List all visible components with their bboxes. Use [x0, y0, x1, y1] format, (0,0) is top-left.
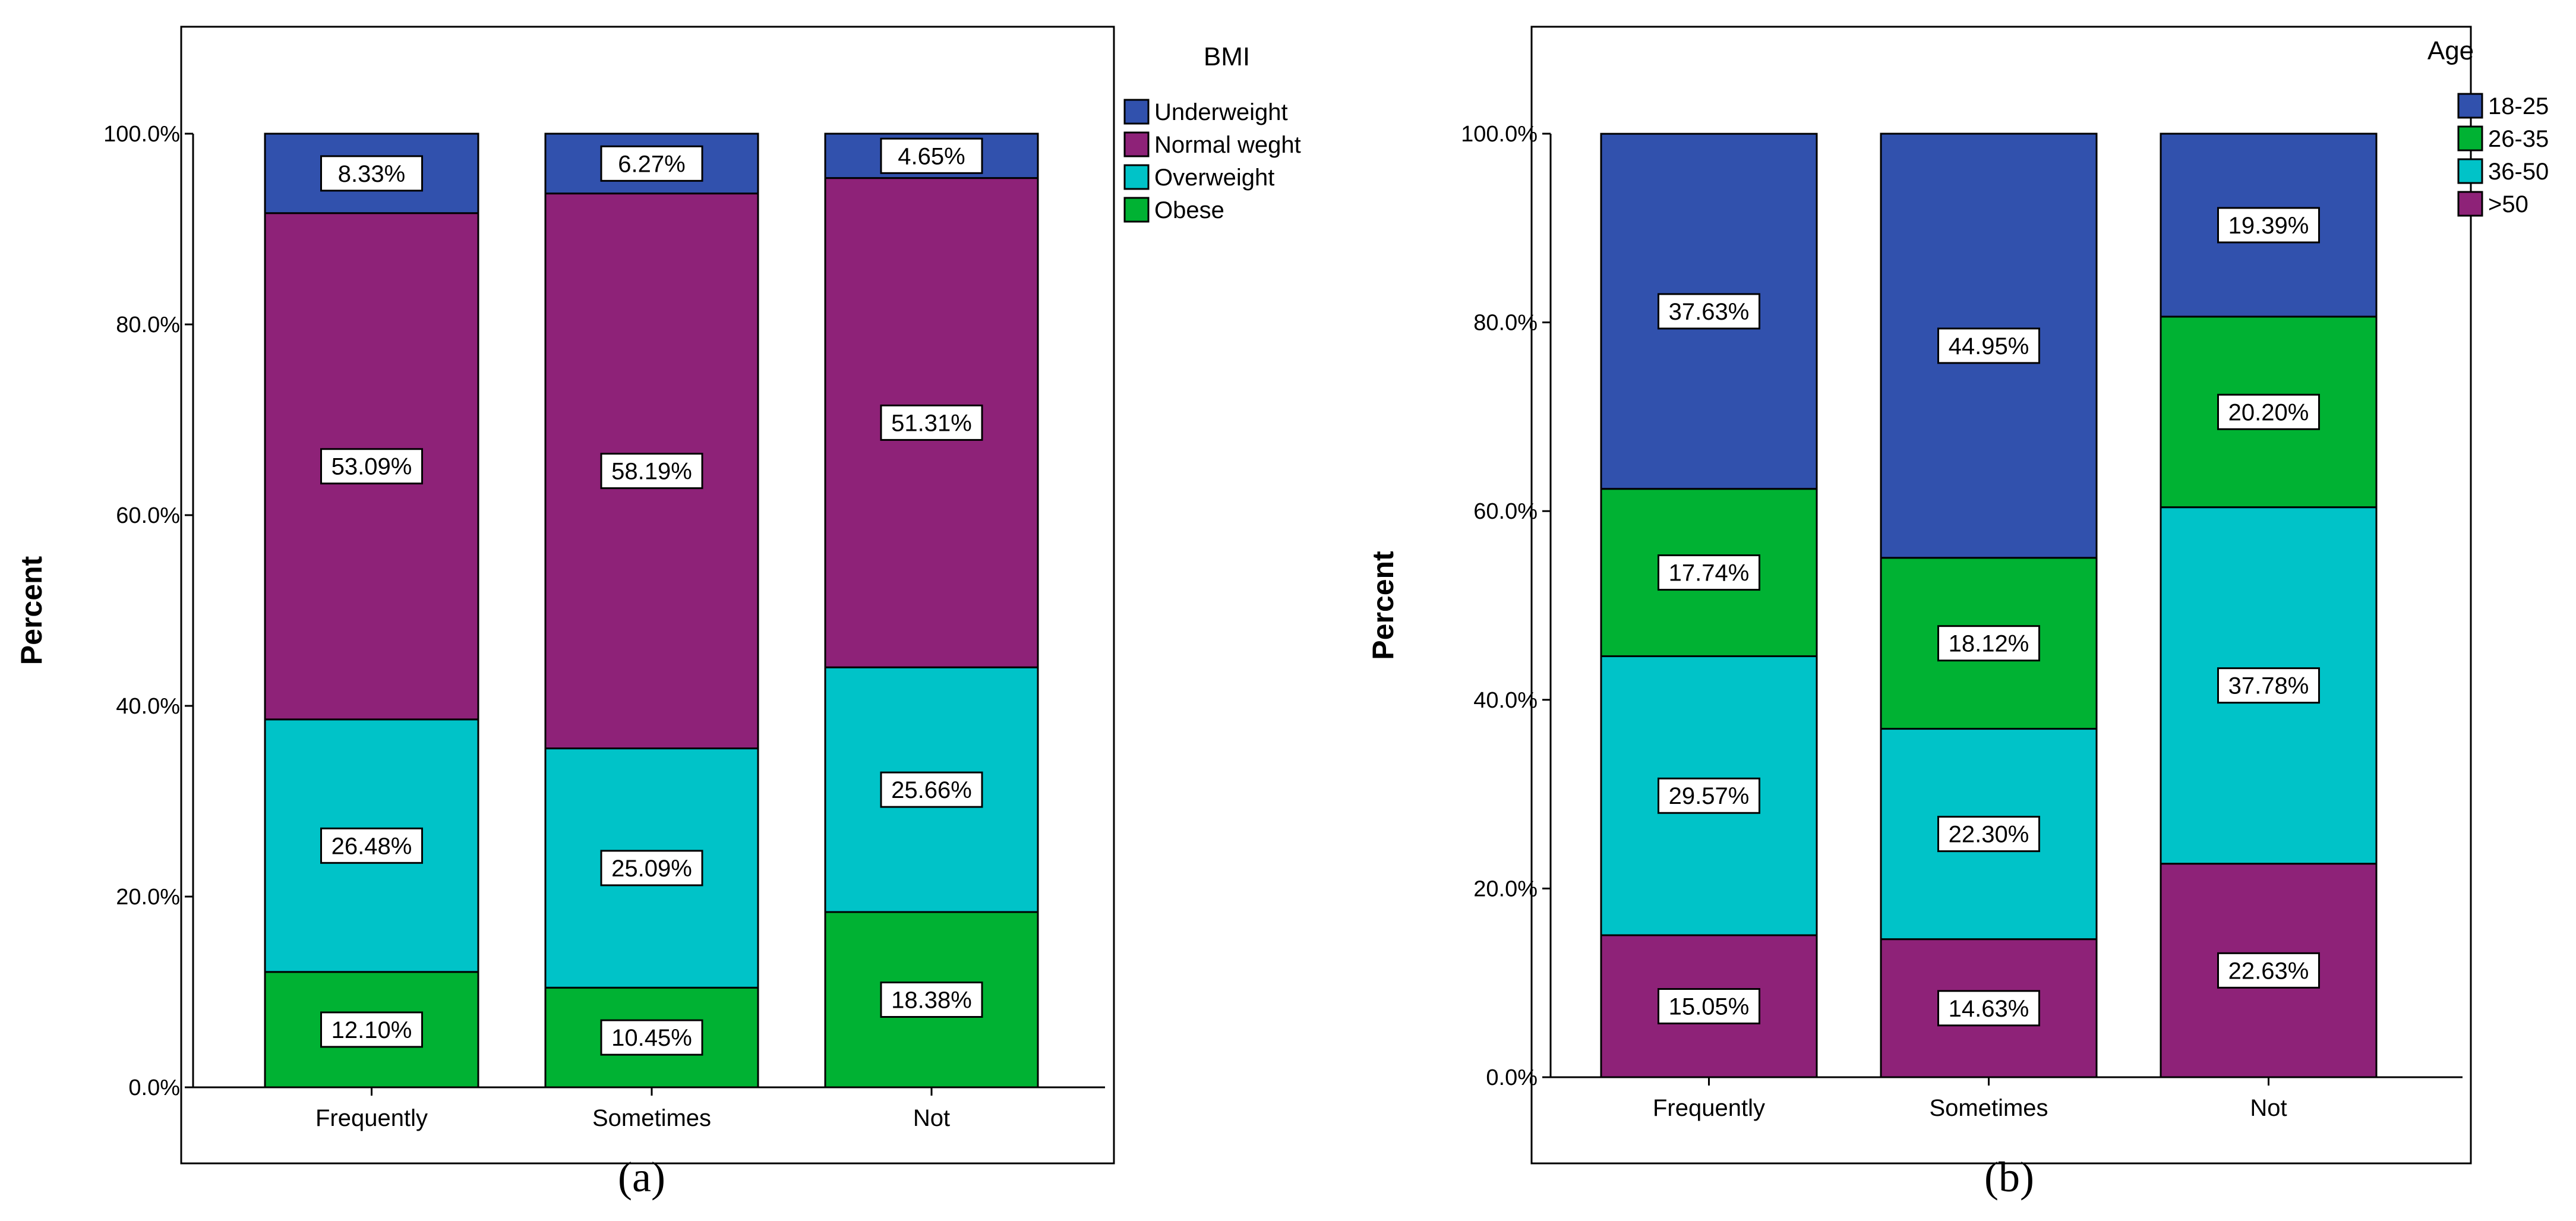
data-label: 25.09%: [611, 856, 692, 882]
legend-label-50: >50: [2488, 191, 2528, 217]
legend-swatch-26-35: [2457, 125, 2483, 152]
data-label-box: [600, 1019, 703, 1056]
data-label: 6.27%: [618, 151, 685, 177]
data-label-box: [600, 850, 703, 886]
y-tick-label: 80.0%: [116, 313, 180, 337]
legend-label-36-50: 36-50: [2488, 159, 2549, 185]
data-label: 26.48%: [332, 833, 412, 859]
data-label-box: [1937, 327, 2040, 364]
data-label: 29.57%: [1669, 783, 1750, 809]
data-label: 22.30%: [1949, 822, 2029, 848]
data-label: 37.63%: [1669, 299, 1750, 325]
data-label-box: [320, 448, 423, 485]
data-label: 15.05%: [1669, 994, 1750, 1020]
data-label-box: [2217, 393, 2320, 430]
y-tick-label: 40.0%: [116, 694, 180, 719]
data-label: 10.45%: [611, 1025, 692, 1051]
data-label: 4.65%: [898, 143, 965, 169]
data-label-box: [880, 404, 983, 441]
data-label-box: [320, 827, 423, 864]
x-tick-label: Not: [2250, 1095, 2287, 1121]
legend-label-normal-weght: Normal weght: [1154, 132, 1301, 158]
bar-segment-36-50: [1600, 655, 1818, 936]
caption-a: (a): [618, 1153, 665, 1201]
legend-label-overweight: Overweight: [1154, 165, 1274, 191]
y-tick-label: 0.0%: [128, 1075, 180, 1100]
legend-title: BMI: [1204, 42, 1250, 71]
data-label-box: [600, 145, 703, 182]
x-tick-label: Sometimes: [1929, 1095, 2048, 1121]
data-label-box: [2217, 952, 2320, 989]
data-label: 19.39%: [2228, 213, 2309, 239]
data-label: 18.12%: [1949, 631, 2029, 657]
data-label: 8.33%: [338, 161, 405, 187]
data-label: 51.31%: [891, 410, 972, 436]
data-label-box: [1937, 990, 2040, 1027]
legend-label-18-25: 18-25: [2488, 93, 2549, 119]
data-label-box: [1937, 625, 2040, 662]
legend-swatch-underweight: [1123, 99, 1150, 125]
y-tick-label: 0.0%: [1486, 1065, 1538, 1090]
data-label-box: [880, 771, 983, 808]
chart-frame: [180, 26, 1115, 1165]
legend-label-obese: Obese: [1154, 197, 1224, 223]
y-tick-label: 20.0%: [1473, 876, 1538, 901]
y-axis-title: Percent: [1366, 551, 1400, 660]
y-tick-label: 80.0%: [1473, 311, 1538, 336]
x-tick-label: Not: [913, 1105, 950, 1131]
legend-swatch-18-25: [2457, 93, 2483, 119]
data-label-box: [320, 1011, 423, 1048]
legend-swatch-50: [2457, 191, 2483, 217]
y-tick-label: 20.0%: [116, 885, 180, 910]
data-label: 18.38%: [891, 987, 972, 1014]
data-label: 17.74%: [1669, 560, 1750, 586]
data-label-box: [2217, 667, 2320, 704]
legend-swatch-overweight: [1123, 164, 1150, 190]
chart-frame: [1530, 26, 2472, 1165]
panel-a: 0.0% 20.0% 40.0% 60.0% 80.0% 100.0% Percent 12.…: [15, 26, 1301, 1165]
data-label-box: [2217, 207, 2320, 244]
data-label-box: [320, 155, 423, 192]
y-tick-label: 60.0%: [1473, 499, 1538, 524]
legend-label-26-35: 26-35: [2488, 126, 2549, 152]
caption-b: (b): [1984, 1153, 2034, 1201]
data-label-box: [1658, 988, 1760, 1025]
y-tick-label: 100.0%: [1461, 122, 1538, 147]
data-label-box: [1937, 816, 2040, 853]
legend-swatch-36-50: [2457, 158, 2483, 184]
data-label-box: [1658, 777, 1760, 814]
panel-b: 0.0% 20.0% 40.0% 60.0% 80.0% 100.0% Percent 15.…: [1366, 26, 2549, 1165]
x-tick-label: Sometimes: [592, 1105, 711, 1131]
data-label-box: [1658, 554, 1760, 591]
legend-label-underweight: Underweight: [1154, 99, 1288, 125]
x-tick-label: Frequently: [315, 1105, 428, 1131]
legend-title: Age: [2427, 36, 2474, 65]
legend-swatch-obese: [1123, 197, 1150, 223]
y-axis-title: Percent: [15, 556, 48, 665]
data-label: 14.63%: [1949, 996, 2029, 1022]
data-label: 12.10%: [332, 1017, 412, 1043]
y-tick-label: 40.0%: [1473, 688, 1538, 713]
data-label: 44.95%: [1949, 333, 2029, 359]
data-label: 53.09%: [332, 454, 412, 480]
data-label-box: [880, 137, 983, 174]
data-label: 58.19%: [611, 459, 692, 485]
data-label: 22.63%: [2228, 958, 2309, 984]
data-label: 37.78%: [2228, 673, 2309, 699]
legend-swatch-normal-weght: [1123, 131, 1150, 157]
data-label-box: [1658, 293, 1760, 330]
data-label-box: [880, 982, 983, 1018]
data-label-box: [600, 453, 703, 490]
y-tick-label: 60.0%: [116, 503, 180, 528]
y-tick-label: 100.0%: [103, 122, 180, 147]
data-label: 20.20%: [2228, 399, 2309, 425]
data-label: 25.66%: [891, 777, 972, 803]
x-tick-label: Frequently: [1653, 1095, 1765, 1121]
